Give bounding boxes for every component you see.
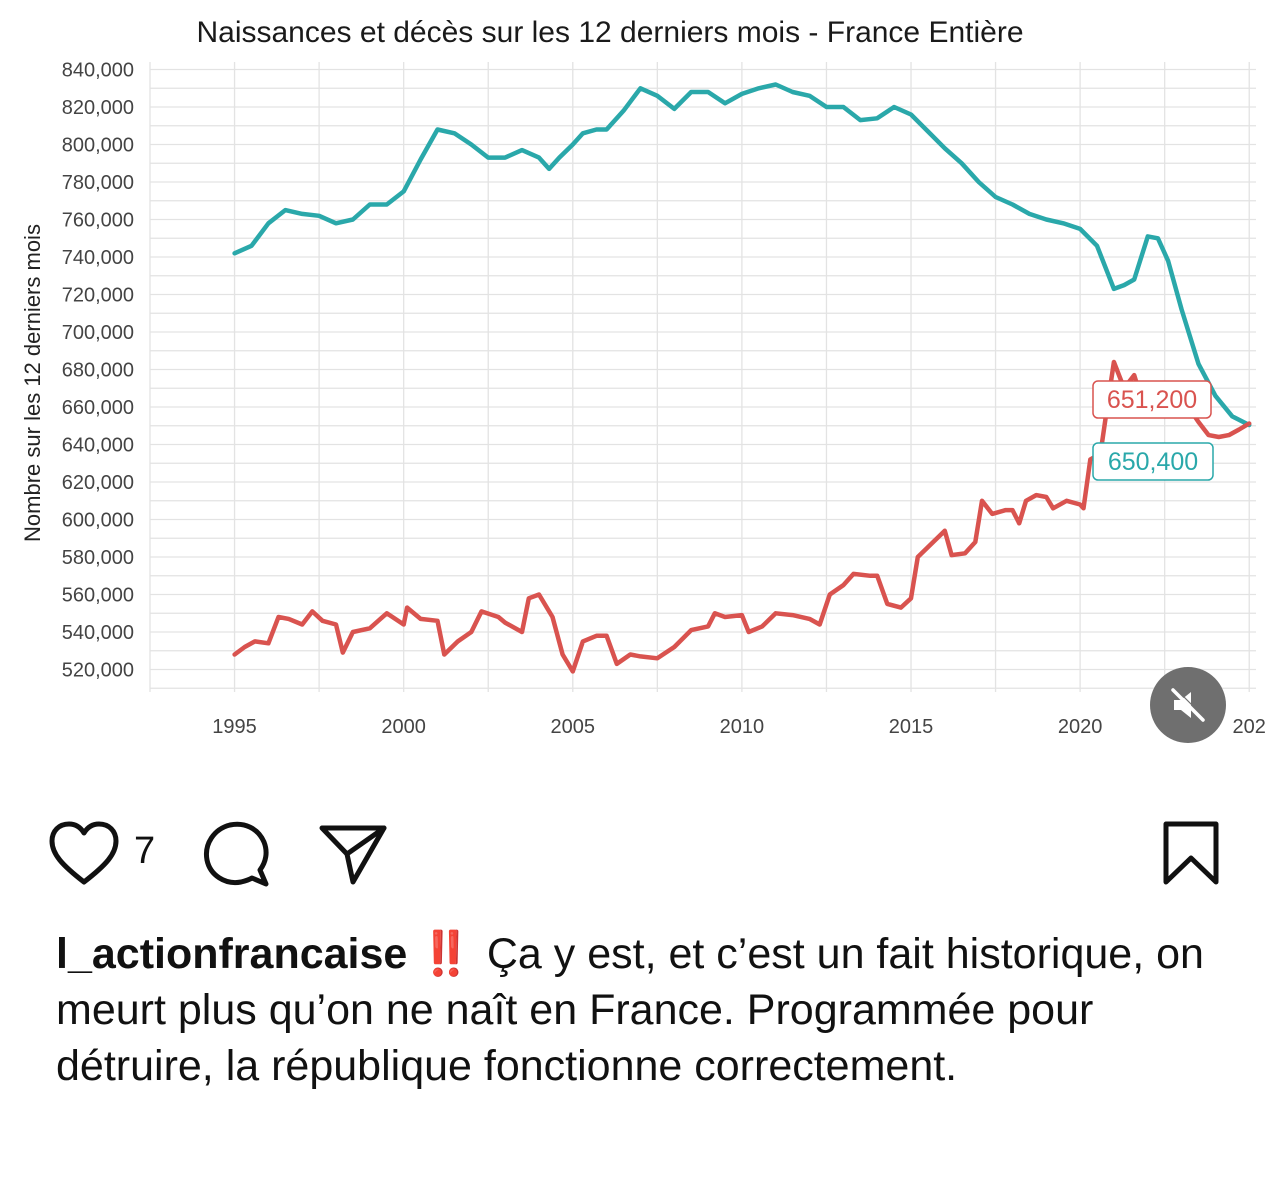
- bookmark-icon: [1163, 821, 1219, 885]
- x-tick-label: 2005: [551, 716, 596, 738]
- y-tick-label: 600,000: [62, 510, 134, 532]
- chart-title: Naissances et décès sur les 12 derniers …: [196, 16, 1023, 49]
- comment-bubble-icon: [203, 821, 269, 887]
- x-tick-label: 2000: [381, 716, 426, 738]
- y-tick-label: 540,000: [62, 622, 134, 644]
- y-tick-label: 620,000: [62, 472, 134, 494]
- x-tick-label: 1995: [212, 716, 257, 738]
- post-caption: l_actionfrancaise ‼️ Ça y est, et c’est un…: [56, 926, 1226, 1094]
- y-tick-label: 820,000: [62, 97, 134, 119]
- end-label-box: [1092, 380, 1212, 419]
- x-tick-label: 2010: [720, 716, 765, 738]
- caption-text: Ça y est, et c’est un fait historique, o…: [56, 930, 1204, 1090]
- like-count[interactable]: 7: [134, 830, 156, 872]
- y-tick-label: 580,000: [62, 547, 134, 569]
- paper-plane-icon: [319, 825, 387, 885]
- y-tick-label: 660,000: [62, 397, 134, 419]
- speaker-muted-icon: [1171, 687, 1206, 722]
- y-tick-label: 800,000: [62, 135, 134, 157]
- x-axis-ticks: 1995 2000 2005 2010 2015 2020 202: [212, 716, 1266, 738]
- y-tick-label: 740,000: [62, 247, 134, 269]
- y-tick-label: 640,000: [62, 435, 134, 457]
- y-tick-label: 700,000: [62, 322, 134, 344]
- share-button[interactable]: [318, 818, 390, 895]
- deaths-series-line: [232, 359, 1252, 674]
- y-tick-label: 560,000: [62, 585, 134, 607]
- x-tick-label: 202: [1233, 716, 1266, 738]
- double-exclamation-emoji: ‼️: [419, 930, 473, 978]
- y-tick-label: 720,000: [62, 285, 134, 307]
- x-tick-label: 2020: [1058, 716, 1103, 738]
- end-label-box: [1092, 442, 1214, 481]
- save-button[interactable]: [1160, 818, 1224, 895]
- chart-series: [232, 82, 1252, 674]
- births-series-line: [232, 82, 1252, 428]
- y-tick-label: 760,000: [62, 210, 134, 232]
- x-tick-label: 2015: [889, 716, 934, 738]
- end-labels: 650,400 651,200: [1092, 380, 1214, 481]
- chart-image[interactable]: Naissances et décès sur les 12 derniers …: [0, 0, 1266, 760]
- end-label: 650,400: [1108, 448, 1198, 476]
- y-tick-label: 780,000: [62, 172, 134, 194]
- mute-button[interactable]: [1150, 667, 1226, 743]
- chart-grid: [149, 62, 1256, 692]
- like-button[interactable]: [48, 818, 120, 895]
- y-axis-title: Nombre sur les 12 derniers mois: [20, 224, 45, 542]
- end-label: 651,200: [1107, 386, 1197, 414]
- y-tick-label: 840,000: [62, 60, 134, 82]
- y-axis-ticks: 520,000 540,000 560,000 580,000 600,000 620,0…: [62, 60, 134, 682]
- y-tick-label: 680,000: [62, 360, 134, 382]
- line-chart: Naissances et décès sur les 12 derniers …: [20, 16, 1266, 738]
- caption-username[interactable]: l_actionfrancaise: [56, 930, 408, 978]
- comment-button[interactable]: [200, 818, 272, 895]
- post-actions-bar: 7: [0, 818, 1266, 898]
- heart-icon: [49, 821, 119, 885]
- y-tick-label: 520,000: [62, 660, 134, 682]
